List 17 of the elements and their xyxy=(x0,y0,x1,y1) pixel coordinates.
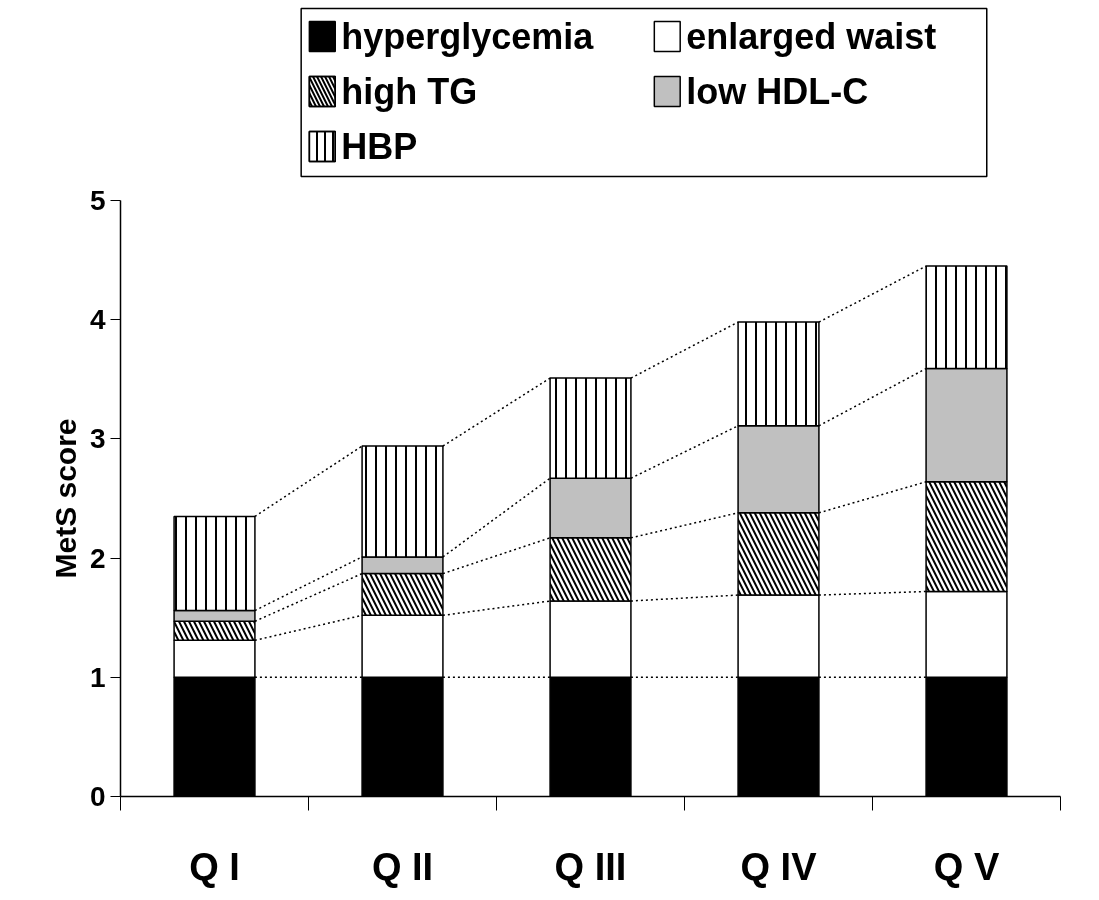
y-tick-label: 2 xyxy=(89,542,106,574)
y-tick-label: 3 xyxy=(89,423,106,455)
x-tick-label: Q V xyxy=(933,845,1000,888)
x-tick-label: Q III xyxy=(554,845,627,888)
legend-label: enlarged waist xyxy=(686,16,937,57)
legend-label: low HDL-C xyxy=(686,71,869,112)
y-tick-label: 4 xyxy=(89,304,106,336)
y-tick-label: 0 xyxy=(89,781,106,812)
y-axis-title: MetS score xyxy=(48,418,82,579)
y-tick-label: 5 xyxy=(89,185,106,216)
x-tick-label: Q I xyxy=(189,845,240,888)
x-tick-label: Q II xyxy=(371,845,434,888)
legend-label: hyperglycemia xyxy=(341,16,595,57)
x-tick-label: Q IV xyxy=(740,845,818,888)
legend-label: high TG xyxy=(341,71,478,112)
legend-label: HBP xyxy=(341,126,418,167)
y-tick-label: 1 xyxy=(89,661,106,693)
